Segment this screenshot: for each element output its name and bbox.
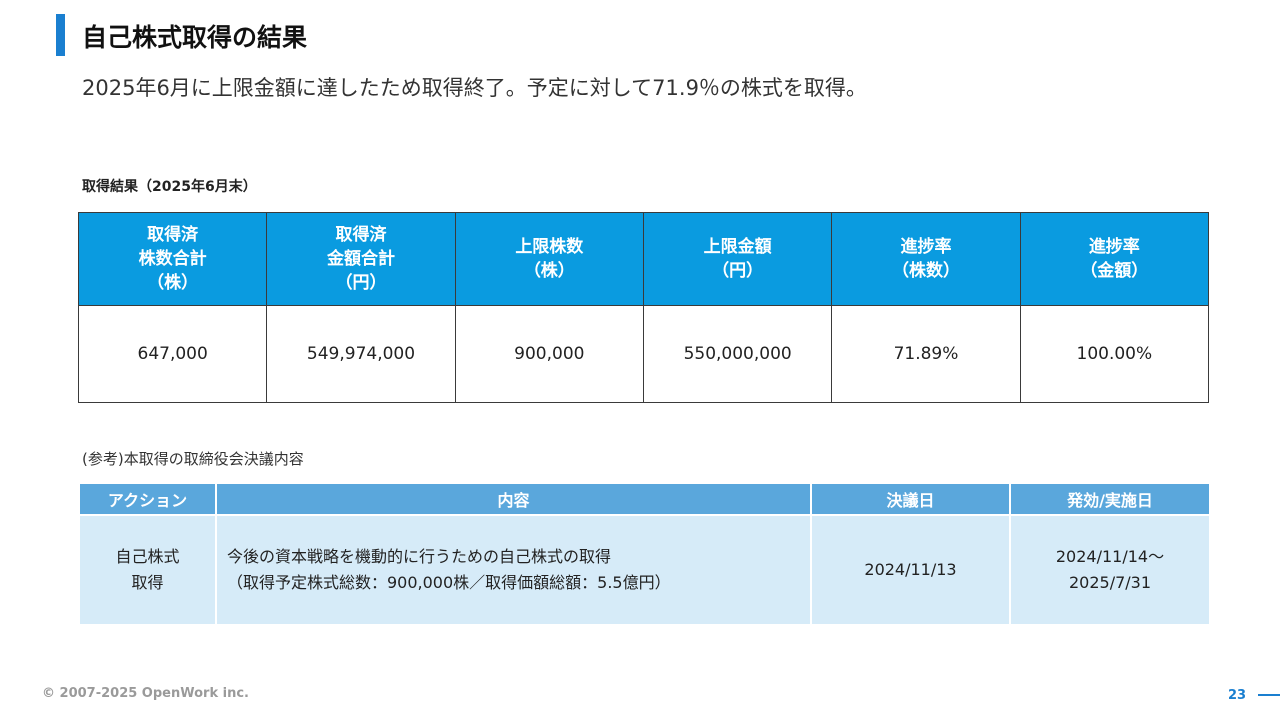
results-value-row: 647,000 549,974,000 900,000 550,000,000 … — [77, 305, 1210, 403]
header-effective-date: 発効/実施日 — [1009, 482, 1211, 516]
effective-line-2: 2025/7/31 — [1068, 573, 1152, 592]
table-row: 自己株式 取得 今後の資本戦略を機動的に行うための自己株式の取得 （取得予定株式… — [78, 514, 1211, 626]
value-max-shares: 900,000 — [454, 305, 644, 403]
content-line-1: 今後の資本戦略を機動的に行うための自己株式の取得 — [227, 547, 612, 566]
page-number-rule — [1258, 694, 1280, 696]
header-resolution-date: 決議日 — [810, 482, 1011, 516]
page-title: 自己株式取得の結果 — [82, 23, 308, 52]
value-max-amount: 550,000,000 — [642, 305, 833, 403]
value-progress-amount: 100.00% — [1019, 305, 1210, 403]
cell-resolution-date: 2024/11/13 — [810, 514, 1011, 626]
action-line-2: 取得 — [131, 573, 164, 592]
header-content: 内容 — [215, 482, 812, 516]
value-progress-shares: 71.89% — [831, 305, 1021, 403]
title-accent-bar — [56, 14, 65, 56]
page-subtitle: 2025年6月に上限金額に達したため取得終了。予定に対して71.9％の株式を取得… — [82, 76, 867, 100]
header-max-shares: 上限株数 （株） — [454, 212, 644, 306]
results-table: 取得済 株数合計 （株） 取得済 金額合計 （円） 上限株数 （株） 上限金額 … — [77, 212, 1210, 403]
results-table-label: 取得結果（2025年6月末） — [82, 179, 257, 195]
header-action: アクション — [78, 482, 217, 516]
header-progress-amount: 進捗率 （金額） — [1019, 212, 1210, 306]
content-line-2: （取得予定株式総数：900,000株／取得価額総額：5.5億円） — [227, 573, 671, 592]
results-header-row: 取得済 株数合計 （株） 取得済 金額合計 （円） 上限株数 （株） 上限金額 … — [77, 212, 1210, 306]
cell-content: 今後の資本戦略を機動的に行うための自己株式の取得 （取得予定株式総数：900,0… — [215, 514, 812, 626]
header-acquired-amount: 取得済 金額合計 （円） — [266, 212, 456, 306]
value-acquired-amount: 549,974,000 — [266, 305, 456, 403]
cell-effective-date: 2024/11/14～ 2025/7/31 — [1009, 514, 1211, 626]
page-number: 23 — [1228, 688, 1247, 703]
effective-line-1: 2024/11/14～ — [1055, 547, 1165, 566]
header-progress-shares: 進捗率 （株数） — [831, 212, 1021, 306]
header-max-amount: 上限金額 （円） — [642, 212, 833, 306]
reference-table-label: (参考)本取得の取締役会決議内容 — [82, 450, 304, 468]
action-line-1: 自己株式 — [115, 547, 180, 566]
header-acquired-shares: 取得済 株数合計 （株） — [77, 212, 268, 306]
cell-action: 自己株式 取得 — [78, 514, 217, 626]
board-resolution-table: アクション 内容 決議日 発効/実施日 自己株式 取得 今後の資本戦略を機動的に… — [78, 482, 1211, 626]
resolution-header-row: アクション 内容 決議日 発効/実施日 — [78, 482, 1211, 516]
value-acquired-shares: 647,000 — [77, 305, 268, 403]
copyright-text: © 2007-2025 OpenWork inc. — [42, 686, 249, 701]
